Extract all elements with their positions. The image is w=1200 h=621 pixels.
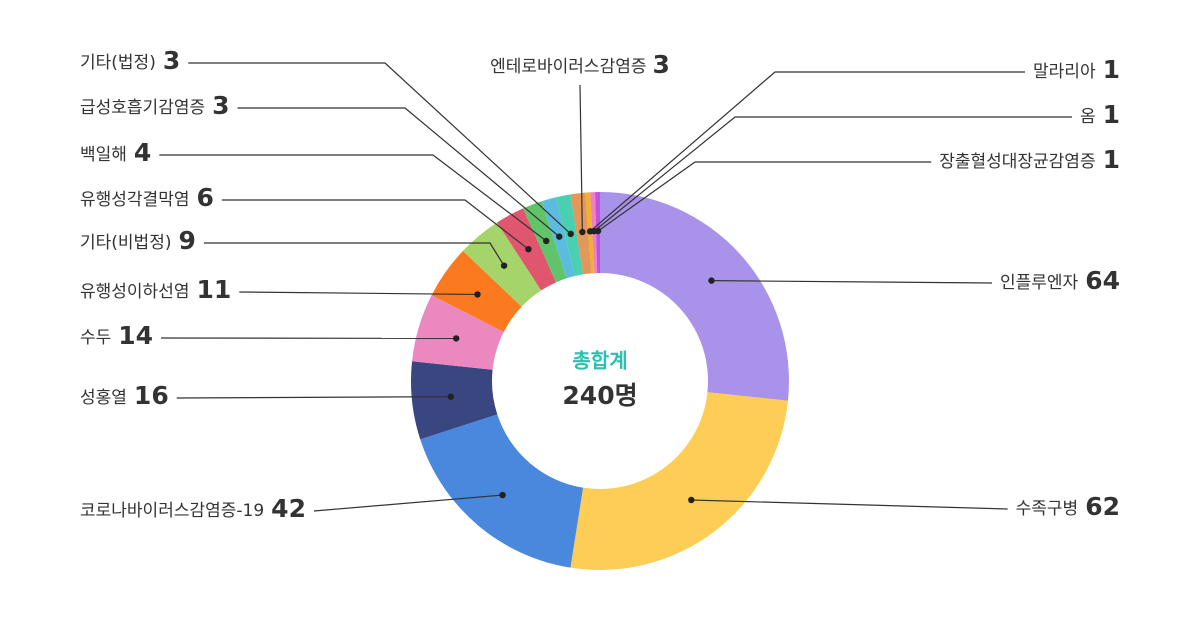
- donut-slice: [600, 191, 790, 401]
- leader-line: [176, 396, 451, 399]
- leader-dot: [499, 491, 506, 499]
- leader-line: [221, 199, 529, 250]
- leader-line: [237, 107, 560, 238]
- leader-dot: [708, 277, 715, 284]
- label-value: 3: [653, 50, 670, 79]
- leader-dot: [543, 237, 550, 245]
- label-name: 코로나바이러스감염증-19: [80, 501, 264, 521]
- label-value: 11: [196, 275, 231, 304]
- label-name: 인플루엔자: [1000, 273, 1079, 293]
- label-name: 장출혈성대장균감염증: [939, 152, 1095, 172]
- label-name: 기타(비법정): [80, 233, 171, 253]
- leader-line: [239, 291, 478, 296]
- label-name: 옴: [1080, 107, 1096, 127]
- leader-line: [313, 494, 503, 512]
- leader-dot: [556, 233, 563, 240]
- center-label: 총합계: [572, 349, 627, 373]
- leader-line: [593, 116, 1072, 232]
- label-value: 64: [1085, 266, 1120, 295]
- donut-slice: [420, 414, 584, 568]
- label-name: 급성호흡기감염증: [80, 98, 205, 118]
- center-value: 240명: [562, 381, 637, 410]
- label-value: 16: [134, 381, 169, 410]
- label-name: 수족구병: [1016, 499, 1079, 519]
- leader-line: [589, 71, 1026, 232]
- donut-slice: [570, 392, 788, 570]
- leader-line: [203, 242, 505, 266]
- label-value: 1: [1103, 100, 1120, 129]
- leader-line: [711, 280, 993, 284]
- label-name: 수두: [80, 328, 111, 348]
- leader-line: [691, 499, 1008, 510]
- label-value: 1: [1103, 55, 1120, 84]
- label-value: 62: [1085, 492, 1120, 521]
- leader-line: [579, 84, 583, 233]
- leader-dot: [500, 262, 508, 269]
- label-value: 9: [178, 226, 195, 255]
- leader-dot: [474, 291, 481, 298]
- donut-slice: [412, 295, 504, 370]
- label-name: 유행성이하선염: [80, 282, 189, 302]
- label-name: 유행성각결막염: [80, 190, 189, 210]
- label-name: 기타(법정): [80, 53, 156, 73]
- label-name: 말라리아: [1033, 62, 1096, 82]
- leader-line: [597, 161, 932, 232]
- label-value: 14: [118, 321, 153, 350]
- leader-dot: [452, 335, 460, 342]
- label-value: 4: [134, 138, 151, 167]
- donut-slice: [411, 361, 498, 440]
- leader-dot: [688, 496, 695, 504]
- label-value: 6: [196, 183, 213, 212]
- label-value: 3: [163, 46, 180, 75]
- leader-dot: [594, 227, 602, 235]
- leader-line: [188, 62, 572, 235]
- slice-label: 엔테로바이러스감염증 3: [490, 50, 670, 79]
- label-value: 42: [271, 494, 306, 523]
- label-value: 1: [1103, 145, 1120, 174]
- label-name: 엔테로바이러스감염증: [490, 57, 646, 77]
- leader-dot: [579, 228, 586, 236]
- leader-dot: [525, 245, 532, 253]
- label-name: 성홍열: [80, 388, 127, 408]
- leader-dot: [567, 230, 574, 238]
- label-name: 백일해: [80, 145, 127, 165]
- leader-dot: [447, 393, 455, 400]
- leader-line: [159, 154, 547, 242]
- label-value: 3: [212, 91, 229, 120]
